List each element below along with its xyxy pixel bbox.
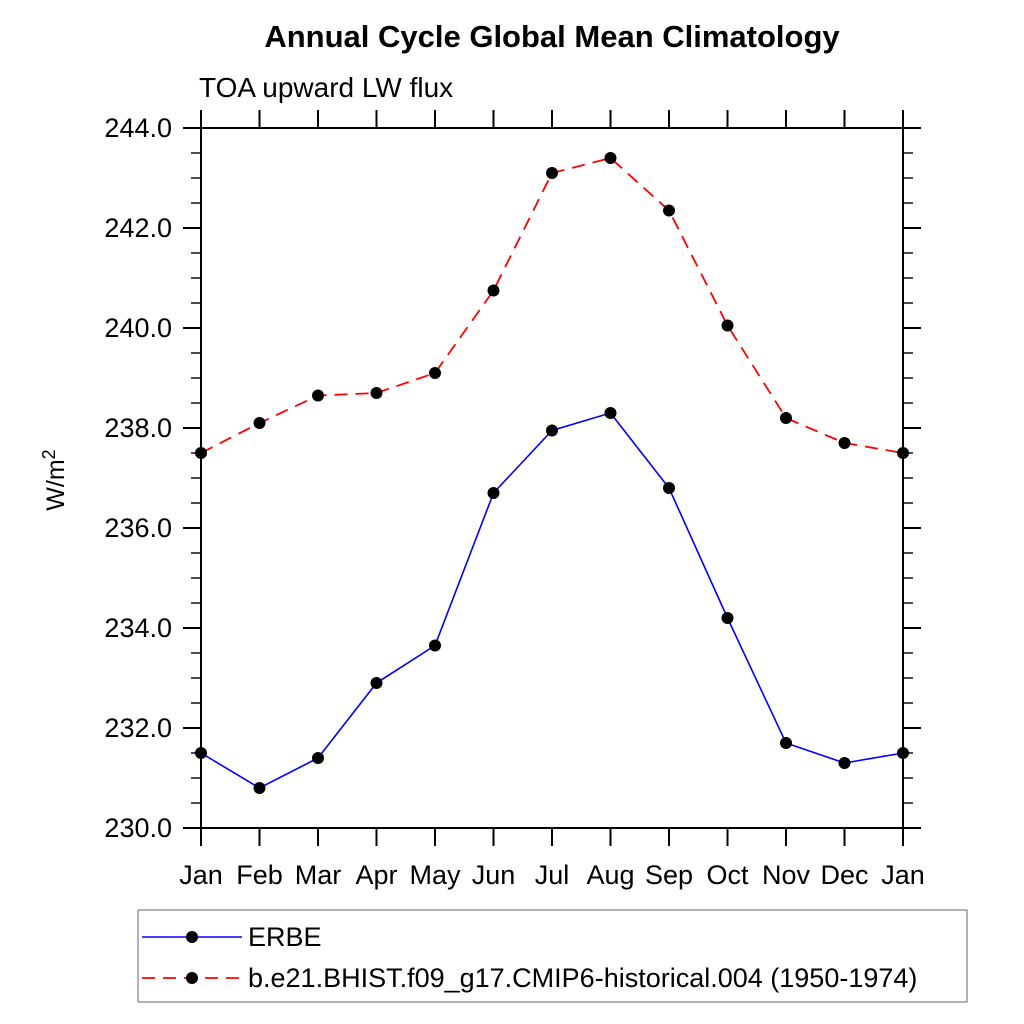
y-axis-label-base: W/m <box>42 459 70 510</box>
axes: 230.0 232.0 234.0 236.0 238.0 240.0 242.0 244.0… <box>104 110 925 890</box>
data-point-marker <box>780 737 792 749</box>
y-axis-label-superscript: 2 <box>39 449 59 459</box>
y-tick-label: 244.0 <box>104 113 172 143</box>
legend-box <box>137 909 968 1003</box>
plot-border <box>200 127 904 829</box>
x-tick-label: Feb <box>236 860 283 890</box>
data-point-marker <box>721 612 734 624</box>
x-tick-label: Jun <box>472 860 516 890</box>
legend-label-erbe: ERBE <box>248 922 322 952</box>
x-tick-label: Jan <box>179 860 223 890</box>
data-point-marker <box>546 424 558 437</box>
y-axis-label: W/m2 <box>39 449 70 510</box>
legend-item-erbe: ERBE <box>142 922 322 952</box>
data-point-marker <box>604 152 617 164</box>
data-point-marker <box>838 437 851 449</box>
y-tick-label: 236.0 <box>104 513 172 543</box>
legend-label-model: b.e21.BHIST.f09_g17.CMIP6-historical.004… <box>248 963 917 993</box>
legend: ERBE b.e21.BHIST.f09_g17.CMIP6-historica… <box>137 909 968 1003</box>
x-tick-label: Aug <box>586 860 634 890</box>
legend-item-model: b.e21.BHIST.f09_g17.CMIP6-historical.004… <box>142 963 917 993</box>
data-point-marker <box>195 747 207 759</box>
y-tick-label: 240.0 <box>104 313 172 343</box>
data-point-marker <box>487 487 500 499</box>
y-tick-label: 242.0 <box>104 213 172 243</box>
chart-subtitle: TOA upward LW flux <box>199 72 453 103</box>
data-point-marker <box>312 752 324 764</box>
y-tick-label: 238.0 <box>104 413 172 443</box>
data-series <box>195 152 909 794</box>
x-tick-label: Jan <box>881 860 925 890</box>
x-tick-label: Nov <box>762 860 811 890</box>
data-point-marker <box>663 204 675 217</box>
data-point-marker <box>429 639 441 652</box>
data-point-marker <box>721 319 734 332</box>
y-tick-label: 232.0 <box>104 713 172 743</box>
data-point-marker <box>370 677 383 689</box>
data-point-marker <box>253 782 266 794</box>
series-line-0 <box>200 412 904 789</box>
data-point-marker <box>253 417 266 429</box>
series-line-1 <box>200 157 904 454</box>
data-point-marker <box>312 389 324 402</box>
legend-marker-erbe <box>186 931 198 943</box>
chart-title: Annual Cycle Global Mean Climatology <box>264 19 840 54</box>
data-point-marker <box>897 747 909 759</box>
x-tick-label: Mar <box>295 860 342 890</box>
data-point-marker <box>429 367 441 379</box>
legend-marker-model <box>186 972 198 984</box>
data-point-marker <box>838 757 851 769</box>
y-tick-label: 230.0 <box>104 813 172 843</box>
x-tick-label: Dec <box>820 860 868 890</box>
x-tick-label: Apr <box>355 860 397 890</box>
x-tick-label: Sep <box>645 860 693 890</box>
data-point-marker <box>897 447 909 459</box>
data-point-marker <box>487 284 500 297</box>
y-tick-label: 234.0 <box>104 613 172 643</box>
data-point-marker <box>780 412 792 424</box>
x-tick-label: Oct <box>706 860 749 890</box>
data-point-marker <box>195 447 207 459</box>
x-tick-label: Jul <box>535 860 570 890</box>
data-point-marker <box>663 482 675 494</box>
x-tick-label: May <box>409 860 461 890</box>
data-point-marker <box>604 407 617 419</box>
data-point-marker <box>546 167 558 179</box>
data-point-marker <box>370 387 383 399</box>
